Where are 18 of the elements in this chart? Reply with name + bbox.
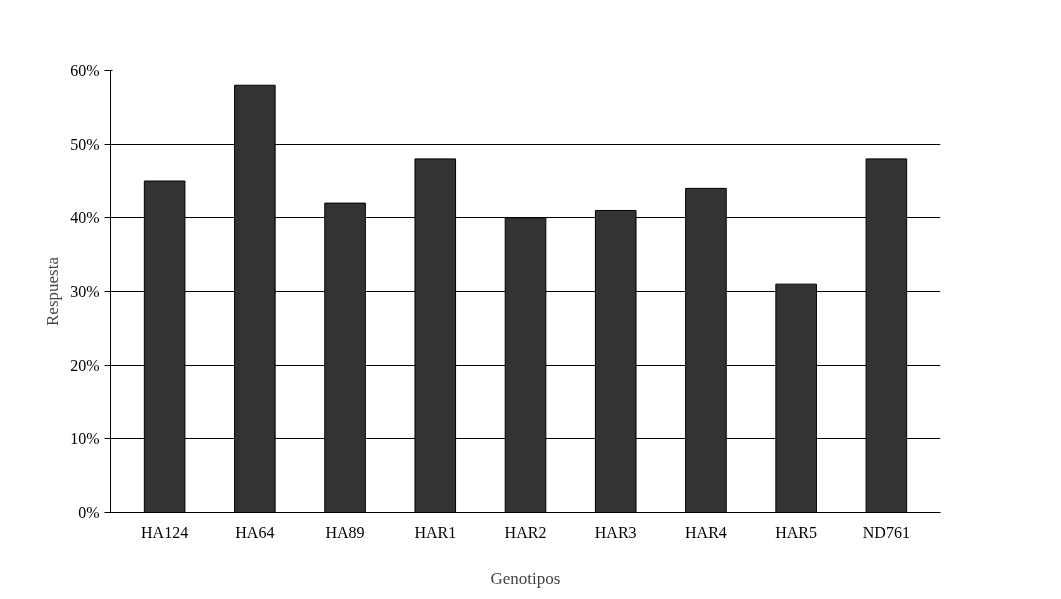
y-tick-label: 40% xyxy=(70,209,100,227)
y-axis-title: Respuesta xyxy=(43,256,63,326)
x-axis-title: Genotipos xyxy=(490,568,561,588)
y-tick-label: 30% xyxy=(70,283,100,300)
y-tick-label: 60% xyxy=(70,62,100,79)
x-tick-label: ND761 xyxy=(862,523,910,541)
x-tick-label: HA89 xyxy=(325,523,365,541)
y-tick-label: 0% xyxy=(78,504,100,521)
y-tick-label: 50% xyxy=(70,135,100,153)
y-tick-label: 10% xyxy=(70,430,100,448)
x-tick-label: HAR4 xyxy=(685,523,727,541)
x-tick-label: HA124 xyxy=(141,523,189,541)
x-tick-label: HAR5 xyxy=(775,523,818,541)
x-tick-label: HA64 xyxy=(235,523,275,541)
y-tick-label: 20% xyxy=(70,356,100,374)
x-tick-label: HAR3 xyxy=(594,523,637,541)
x-tick-label: HAR2 xyxy=(504,523,547,541)
x-tick-label: HAR1 xyxy=(414,523,457,541)
